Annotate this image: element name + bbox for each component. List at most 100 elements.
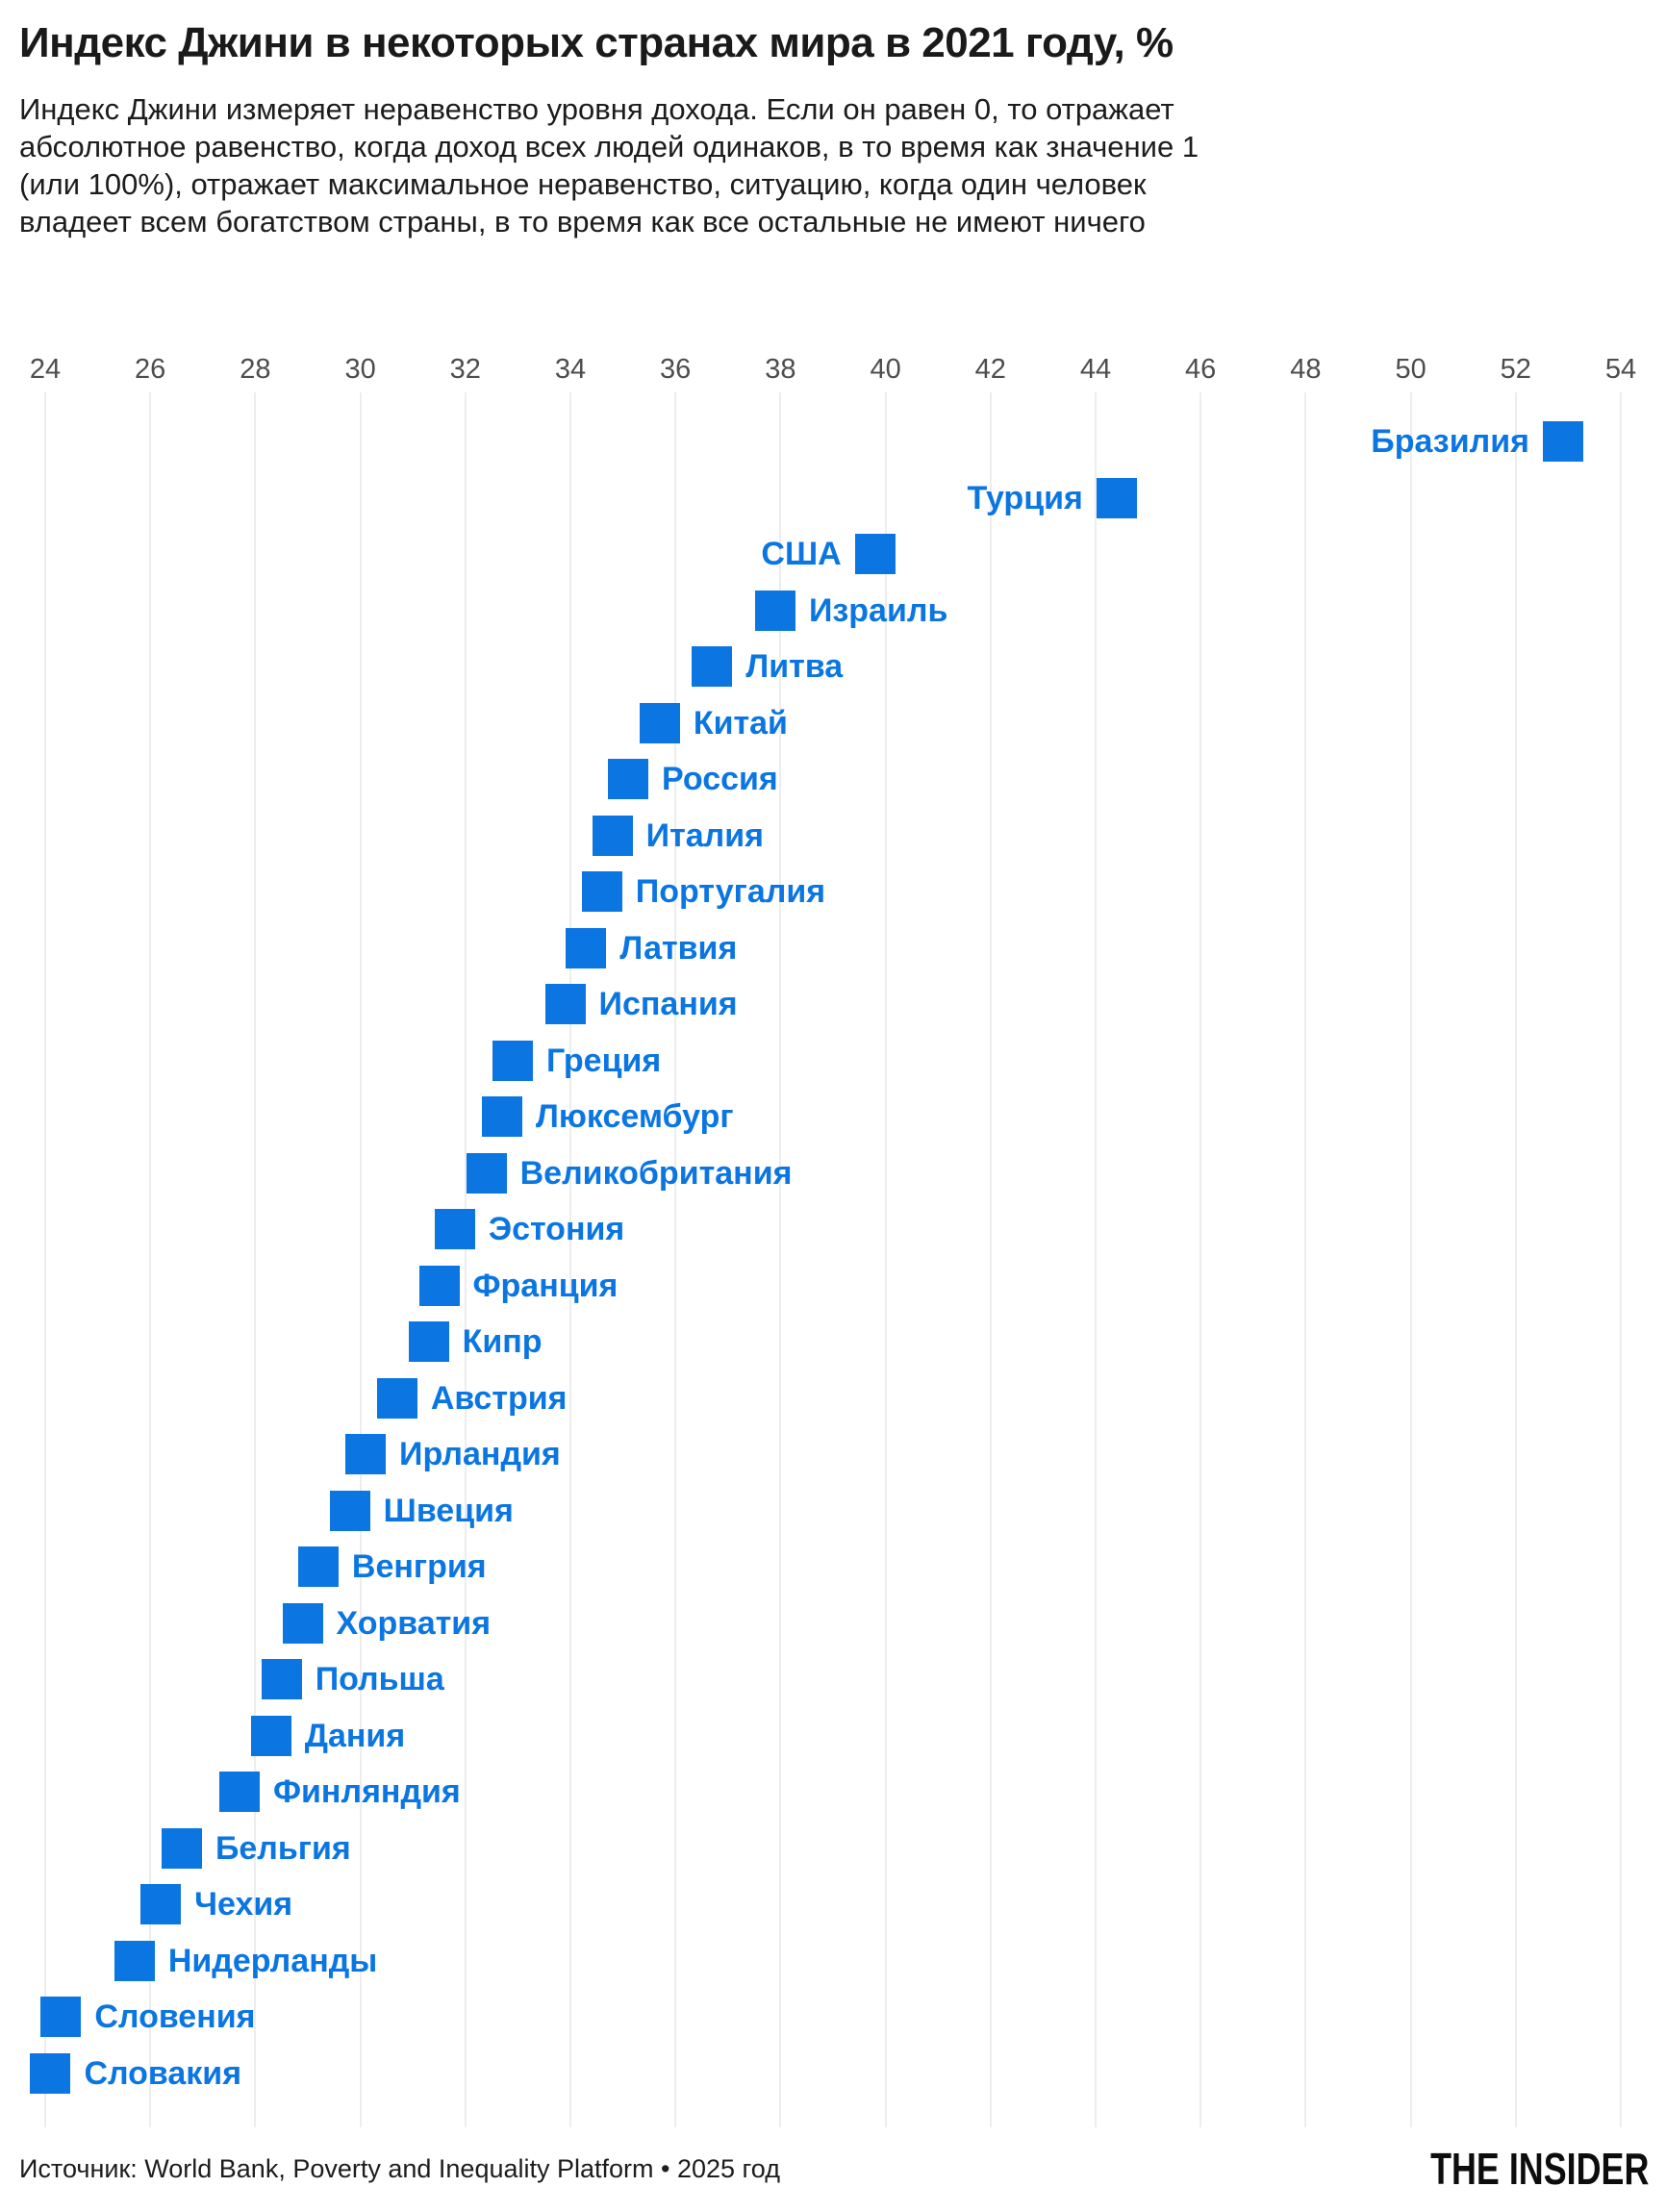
x-tick-label: 40 — [870, 354, 901, 385]
gridline — [359, 392, 362, 2127]
country-marker — [114, 1940, 155, 1981]
country-marker — [1542, 421, 1583, 462]
country-label: США — [761, 536, 842, 572]
x-tick-label: 46 — [1185, 354, 1217, 385]
gridline — [1620, 392, 1622, 2127]
country-label: Великобритания — [519, 1154, 793, 1192]
country-marker — [30, 2052, 71, 2094]
country-marker — [466, 1152, 507, 1194]
country-marker — [1096, 477, 1137, 518]
country-label: Бразилия — [1371, 423, 1529, 460]
country-label: Словакия — [84, 2054, 242, 2092]
country-marker — [566, 927, 607, 968]
country-label: Словения — [94, 1998, 256, 2035]
x-tick-label: 34 — [554, 354, 587, 385]
gridline — [884, 392, 887, 2127]
country-label: Швеция — [383, 1492, 514, 1529]
subtitle-line: (или 100%), отражает максимальное нераве… — [19, 167, 1147, 201]
country-label: Португалия — [635, 873, 826, 910]
country-label: Люксембург — [536, 1098, 734, 1135]
country-label: Литва — [745, 648, 844, 685]
country-label: Ирландия — [399, 1436, 561, 1472]
country-marker — [544, 984, 586, 1024]
gridline — [569, 392, 571, 2127]
x-tick-label: 36 — [660, 354, 692, 385]
country-label: Австрия — [430, 1379, 568, 1417]
country-marker — [434, 1209, 475, 1249]
country-marker — [297, 1546, 339, 1587]
x-tick-label: 54 — [1604, 354, 1637, 385]
gridline — [1514, 392, 1517, 2127]
gridline — [149, 392, 152, 2127]
x-tick-label: 52 — [1500, 354, 1531, 385]
page-title: Индекс Джини в некоторых странах мира в … — [19, 19, 1174, 66]
country-label: Испания — [598, 986, 738, 1022]
x-tick-label: 38 — [765, 354, 796, 385]
x-tick-label: 42 — [974, 354, 1006, 385]
source-note: Источник: World Bank, Poverty and Inequa… — [19, 2154, 780, 2183]
country-marker — [282, 1602, 323, 1644]
country-label: Эстония — [488, 1211, 625, 1247]
gridline — [989, 392, 992, 2127]
gridline — [1095, 392, 1097, 2127]
country-marker — [329, 1490, 370, 1531]
country-label: Турция — [967, 479, 1083, 516]
country-label: Китай — [693, 704, 788, 742]
gridline — [44, 392, 46, 2127]
gridline — [779, 392, 782, 2127]
country-marker — [140, 1884, 182, 1924]
country-label: Чехия — [194, 1886, 293, 1923]
country-marker — [250, 1715, 291, 1756]
x-tick-label: 26 — [135, 354, 166, 385]
subtitle-line: владеет всем богатством страны, в то вре… — [19, 205, 1146, 239]
country-marker — [482, 1096, 523, 1137]
gridline — [464, 392, 467, 2127]
x-tick-label: 48 — [1290, 354, 1322, 385]
x-tick-label: 32 — [449, 354, 481, 385]
country-marker — [408, 1321, 449, 1362]
gridline — [1409, 392, 1412, 2127]
the-insider-logo: THE INSIDER — [1429, 2144, 1649, 2194]
country-marker — [418, 1265, 460, 1306]
country-marker — [854, 534, 896, 574]
country-label: Франция — [472, 1267, 618, 1304]
country-marker — [581, 871, 622, 912]
country-marker — [161, 1827, 202, 1869]
country-label: Латвия — [619, 929, 738, 967]
country-label: Хорватия — [336, 1604, 492, 1642]
country-label: Бельгия — [215, 1829, 351, 1867]
chart-subtitle: Индекс Джини измеряет неравенство уровня… — [19, 90, 1443, 240]
country-marker — [492, 1040, 533, 1081]
country-label: Израиль — [808, 591, 948, 629]
country-marker — [345, 1434, 387, 1474]
country-label: Греция — [545, 1042, 662, 1079]
x-tick-label: 30 — [344, 354, 376, 385]
country-marker — [219, 1772, 261, 1812]
gridline — [1199, 392, 1202, 2127]
country-label: Финляндия — [273, 1773, 461, 1810]
country-label: Италия — [645, 817, 765, 854]
country-label: Нидерланды — [167, 1942, 378, 1979]
subtitle-line: абсолютное равенство, когда доход всех л… — [19, 130, 1199, 163]
x-tick-label: 44 — [1079, 354, 1112, 385]
country-label: Россия — [662, 761, 778, 797]
country-marker — [608, 759, 649, 799]
country-marker — [40, 1997, 82, 2037]
country-marker — [754, 590, 795, 631]
gridline — [674, 392, 677, 2127]
country-marker — [592, 815, 633, 856]
country-label: Польша — [315, 1661, 444, 1697]
x-tick-label: 24 — [29, 354, 62, 385]
subtitle-line: Индекс Джини измеряет неравенство уровня… — [19, 92, 1174, 126]
x-tick-label: 50 — [1395, 354, 1426, 385]
gridline — [254, 392, 257, 2127]
gridline — [1304, 392, 1307, 2127]
country-label: Кипр — [462, 1323, 543, 1360]
country-label: Дания — [304, 1717, 406, 1754]
country-marker — [692, 646, 733, 687]
x-tick-label: 28 — [240, 354, 271, 385]
country-marker — [639, 702, 680, 743]
country-marker — [261, 1659, 302, 1699]
